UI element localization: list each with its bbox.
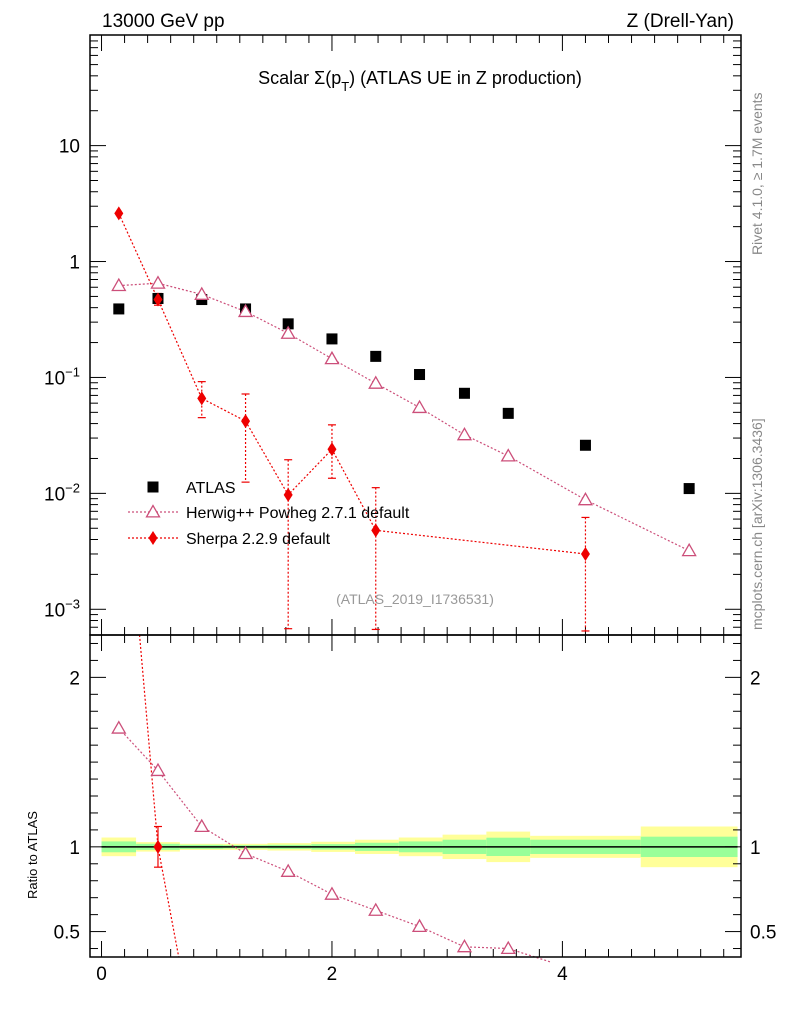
legend-label-atlas: ATLAS [186, 480, 236, 497]
data-point-triangle [111, 277, 127, 292]
data-point-square [579, 439, 591, 451]
data-point-triangle [237, 303, 254, 318]
data-point-diamond [327, 442, 337, 457]
data-point-diamond [371, 523, 381, 538]
data-point-diamond [153, 292, 163, 307]
source-info: mcplots.cern.ch [arXiv:1306.3436] [749, 418, 765, 630]
data-point-square [282, 318, 294, 330]
data-point-triangle [194, 286, 210, 300]
data-point-square [147, 481, 159, 493]
data-point-triangle [411, 399, 428, 414]
ratio-series-marks [111, 634, 552, 963]
legend-markers [128, 481, 178, 545]
data-point-triangle [280, 863, 296, 877]
data-point-square [458, 387, 470, 399]
data-point-square [370, 350, 382, 362]
data-point-triangle [411, 918, 428, 933]
data-point-diamond [197, 391, 207, 406]
data-point-triangle [368, 375, 384, 389]
data-point-triangle [194, 818, 210, 833]
data-point-triangle [577, 491, 594, 506]
data-point-triangle [280, 325, 296, 339]
y-tick-label-right: 2 [750, 668, 761, 689]
series-line-sherpa [118, 213, 586, 555]
data-point-diamond [148, 531, 158, 545]
x-tick-label: 0 [96, 964, 107, 985]
ratio-y-axis-label: Ratio to ATLAS [25, 811, 40, 899]
energy-label: 13000 GeV pp [102, 11, 225, 32]
data-point-triangle [324, 886, 340, 900]
y-tick-label: 10 [59, 137, 80, 158]
main-series-marks [111, 206, 697, 632]
data-point-diamond [580, 546, 590, 561]
data-point-triangle [681, 542, 697, 557]
x-tick-label: 2 [327, 964, 338, 985]
y-tick-label: 0.5 [54, 923, 80, 944]
data-point-triangle [150, 762, 166, 777]
data-point-square [326, 333, 338, 345]
y-tick-label: 10−3 [44, 596, 80, 621]
legend-label-sherpa: Sherpa 2.2.9 default [186, 531, 331, 548]
data-point-diamond [114, 206, 124, 221]
y-tick-label: 10−1 [44, 364, 80, 389]
main-panel: Scalar Σ(pT) (ATLAS UE in Z production) … [44, 34, 742, 636]
data-point-diamond [241, 414, 251, 429]
data-point-triangle [145, 504, 161, 518]
rivet-info: Rivet 4.1.0, ≥ 1.7M events [749, 92, 765, 255]
x-tick-label: 4 [557, 964, 568, 985]
data-point-triangle [237, 845, 254, 860]
data-point-triangle [500, 940, 516, 955]
y-tick-label-right: 1 [750, 838, 761, 859]
y-tick-label: 1 [69, 838, 80, 859]
data-point-diamond [153, 839, 163, 854]
ratio-line-herwig [118, 727, 552, 963]
data-point-square [414, 369, 426, 381]
process-label: Z (Drell-Yan) [627, 11, 734, 32]
ratio-panel: 2 2 1 1 0.5 0.5 0 2 4 Ratio to ATLAS [25, 634, 776, 985]
y-tick-label: 2 [69, 668, 80, 689]
legend: ATLAS Herwig++ Powheg 2.7.1 default Sher… [128, 480, 410, 548]
y-tick-label: 1 [69, 253, 80, 274]
data-point-triangle [456, 939, 473, 953]
legend-label-herwig: Herwig++ Powheg 2.7.1 default [186, 505, 410, 522]
data-point-triangle [500, 448, 516, 462]
series-line-herwig [118, 282, 690, 552]
y-tick-label-right: 0.5 [750, 923, 776, 944]
data-point-square [113, 303, 125, 315]
plot-title: Scalar Σ(pT) (ATLAS UE in Z production) [258, 68, 582, 94]
ratio-axis-ticks: 2 2 1 1 0.5 0.5 0 2 4 [54, 635, 776, 985]
ratio-line-sherpa [138, 634, 180, 958]
data-point-triangle [111, 720, 127, 734]
data-point-diamond [283, 487, 293, 502]
data-point-square [502, 407, 514, 419]
y-tick-label: 10−2 [44, 480, 80, 505]
data-point-square [683, 483, 695, 495]
main-axis-ticks: 10 1 10−1 10−2 10−3 [44, 34, 741, 636]
ratio-frame [89, 634, 742, 958]
data-point-triangle [368, 902, 384, 916]
data-point-triangle [150, 275, 166, 289]
data-point-triangle [324, 350, 340, 365]
analysis-id: (ATLAS_2019_I1736531) [336, 591, 494, 607]
data-point-triangle [456, 427, 473, 441]
